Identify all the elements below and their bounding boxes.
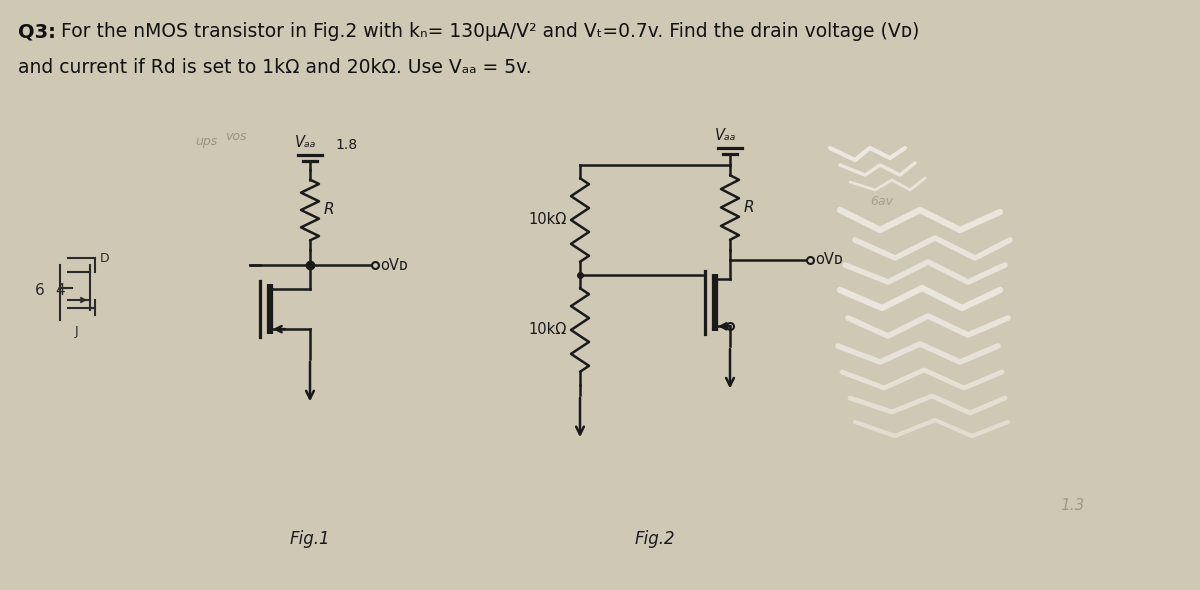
Text: J: J xyxy=(74,325,79,338)
Text: ups: ups xyxy=(194,135,217,148)
Text: oVᴅ: oVᴅ xyxy=(380,257,408,273)
Text: 10kΩ: 10kΩ xyxy=(528,323,566,337)
Text: For the nMOS transistor in Fig.2 with kₙ= 130μA/V² and Vₜ=0.7v. Find the drain v: For the nMOS transistor in Fig.2 with kₙ… xyxy=(55,22,919,41)
Text: 6av: 6av xyxy=(870,195,893,208)
Text: Vₐₐ: Vₐₐ xyxy=(715,128,737,143)
Text: 6: 6 xyxy=(35,283,44,298)
Text: Q3:: Q3: xyxy=(18,22,56,41)
Text: 1.8: 1.8 xyxy=(335,138,358,152)
Text: Vₐₐ: Vₐₐ xyxy=(295,135,317,150)
Text: R: R xyxy=(324,202,335,218)
Text: oVᴅ: oVᴅ xyxy=(815,253,842,267)
Text: 1.3: 1.3 xyxy=(1060,498,1085,513)
Text: Fig.2: Fig.2 xyxy=(635,530,676,548)
Text: 4: 4 xyxy=(55,283,65,298)
Text: vos: vos xyxy=(226,130,246,143)
Text: and current if Rd is set to 1kΩ and 20kΩ. Use Vₐₐ = 5v.: and current if Rd is set to 1kΩ and 20kΩ… xyxy=(18,58,532,77)
Text: 10kΩ: 10kΩ xyxy=(528,212,566,228)
Text: Fig.1: Fig.1 xyxy=(289,530,330,548)
Text: R: R xyxy=(744,200,755,215)
Text: D: D xyxy=(100,252,109,265)
